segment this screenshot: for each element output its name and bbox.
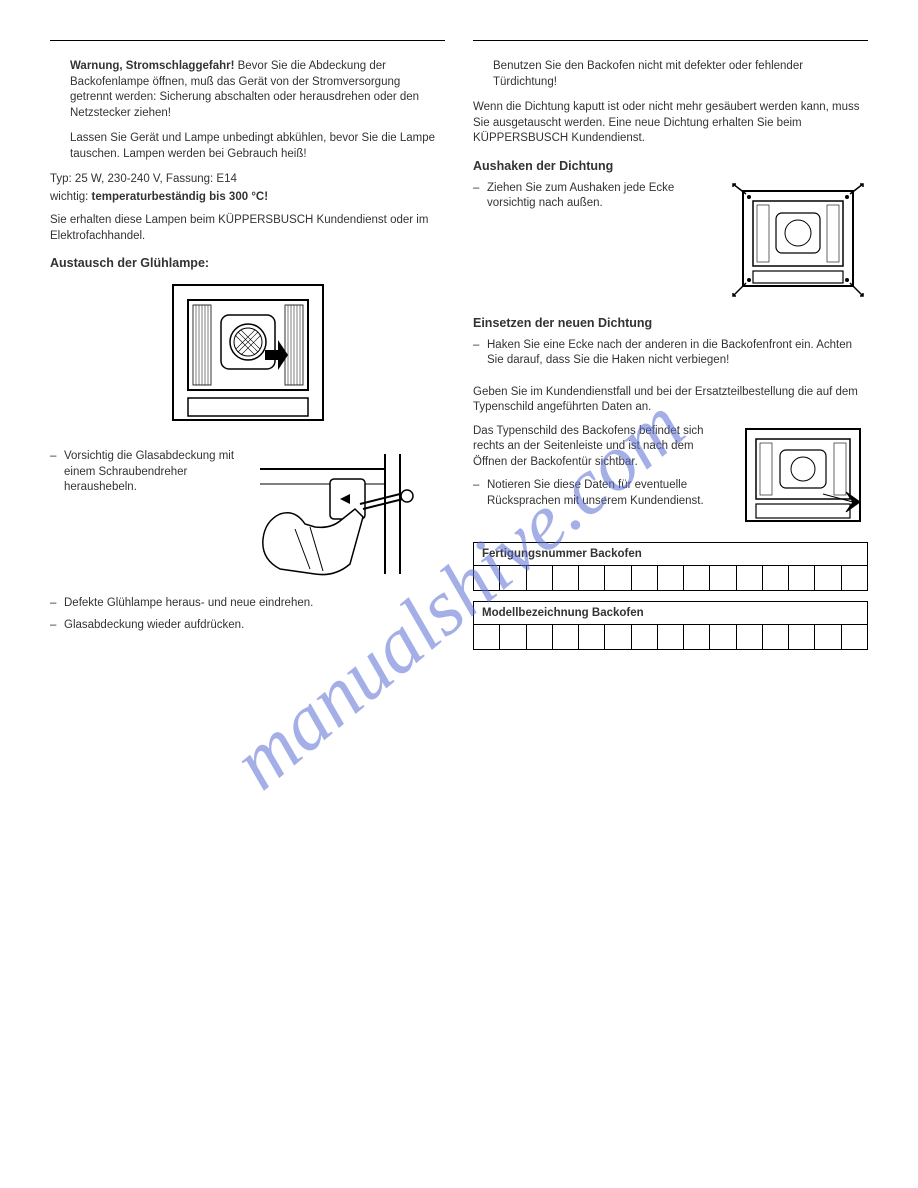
cooling-paragraph: Lassen Sie Gerät und Lampe unbedingt abk… xyxy=(50,131,445,162)
typeplate-paragraph: Das Typenschild des Backofens befindet s… xyxy=(473,424,728,471)
serial-number-table: Fertigungsnummer Backofen xyxy=(473,542,868,591)
cell xyxy=(815,566,841,590)
cell xyxy=(710,566,736,590)
cell xyxy=(527,566,553,590)
insert-step-text: Haken Sie eine Ecke nach der anderen in … xyxy=(487,338,868,369)
bullet-dash: – xyxy=(50,449,64,496)
cell xyxy=(474,625,500,649)
important-prefix: wichtig: xyxy=(50,191,92,203)
bullet-dash: – xyxy=(473,338,487,369)
cell xyxy=(763,625,789,649)
insert-heading: Einsetzen der neuen Dichtung xyxy=(473,316,868,330)
cell xyxy=(527,625,553,649)
note-step-text: Notieren Sie diese Daten für eventuelle … xyxy=(487,478,728,509)
important-bold: temperaturbeständig bis 300 °C! xyxy=(92,191,269,203)
unhook-step-text: Ziehen Sie zum Aushaken jede Ecke vorsic… xyxy=(487,181,718,212)
obtain-paragraph: Sie erhalten diese Lampen beim KÜPPERSBU… xyxy=(50,213,445,244)
bullet-dash: – xyxy=(473,478,487,509)
door-seal-warning: Benutzen Sie den Backofen nicht mit defe… xyxy=(473,59,868,90)
cell xyxy=(842,566,867,590)
cell xyxy=(842,625,867,649)
unhook-seal-figure xyxy=(728,181,868,304)
cell xyxy=(605,566,631,590)
warning-paragraph: Warnung, Stromschlaggefahr! Bevor Sie di… xyxy=(50,59,445,121)
unhook-heading: Aushaken der Dichtung xyxy=(473,159,868,173)
cell xyxy=(763,566,789,590)
model-name-table: Modellbezeichnung Backofen xyxy=(473,601,868,650)
cell xyxy=(815,625,841,649)
cell xyxy=(553,566,579,590)
replace-lamp-heading: Austausch der Glühlampe: xyxy=(50,256,445,270)
oven-front-figure xyxy=(50,280,445,433)
cell xyxy=(710,625,736,649)
cell xyxy=(579,625,605,649)
page-container: Warnung, Stromschlaggefahr! Bevor Sie di… xyxy=(50,40,868,650)
cell xyxy=(632,566,658,590)
cell xyxy=(658,625,684,649)
cell xyxy=(789,625,815,649)
step3-text: Glasabdeckung wieder aufdrücken. xyxy=(64,618,445,634)
lamp-type-line: Typ: 25 W, 230-240 V, Fassung: E14 xyxy=(50,172,445,188)
model-name-header: Modellbezeichnung Backofen xyxy=(474,602,867,625)
bullet-dash: – xyxy=(50,596,64,612)
pry-cover-figure xyxy=(255,449,445,582)
unhook-row: – Ziehen Sie zum Aushaken jede Ecke vors… xyxy=(473,181,868,304)
cell xyxy=(500,566,526,590)
right-column: Benutzen Sie den Backofen nicht mit defe… xyxy=(473,40,868,650)
cell xyxy=(605,625,631,649)
warning-label: Warnung, Stromschlaggefahr! xyxy=(70,60,234,72)
cell xyxy=(789,566,815,590)
cell xyxy=(579,566,605,590)
serial-number-cells xyxy=(474,566,867,590)
bullet-dash: – xyxy=(50,618,64,634)
model-name-cells xyxy=(474,625,867,649)
cell xyxy=(737,566,763,590)
cell xyxy=(737,625,763,649)
service-paragraph: Geben Sie im Kundendienstfall und bei de… xyxy=(473,385,868,416)
important-line: wichtig: temperaturbeständig bis 300 °C! xyxy=(50,190,445,206)
seal-broken-paragraph: Wenn die Dichtung kaputt ist oder nicht … xyxy=(473,100,868,147)
typeplate-row: Das Typenschild des Backofens befindet s… xyxy=(473,424,868,532)
typeplate-figure xyxy=(738,424,868,532)
cell xyxy=(474,566,500,590)
left-column: Warnung, Stromschlaggefahr! Bevor Sie di… xyxy=(50,40,445,650)
cell xyxy=(500,625,526,649)
cell xyxy=(632,625,658,649)
step1-text: Vorsichtig die Glasabdeckung mit einem S… xyxy=(64,449,243,496)
bullet-dash: – xyxy=(473,181,487,212)
step2-text: Defekte Glühlampe heraus- und neue eindr… xyxy=(64,596,445,612)
cell xyxy=(684,566,710,590)
cell xyxy=(684,625,710,649)
serial-number-header: Fertigungsnummer Backofen xyxy=(474,543,867,566)
cell xyxy=(553,625,579,649)
pry-cover-row: – Vorsichtig die Glasabdeckung mit einem… xyxy=(50,449,445,582)
cell xyxy=(658,566,684,590)
